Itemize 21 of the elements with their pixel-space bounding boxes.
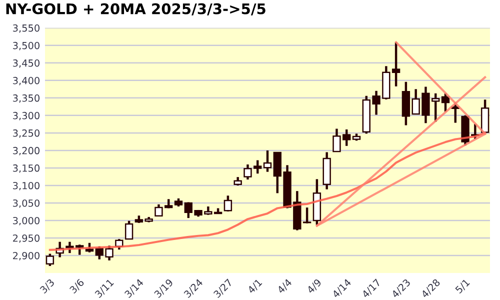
x-tick-label: 3/3 <box>40 278 56 294</box>
y-tick-label: 3,100 <box>13 182 40 190</box>
y-tick-label: 2,900 <box>13 252 40 260</box>
x-tick-label: 4/1 <box>247 278 263 294</box>
x-tick-label: 3/6 <box>69 278 86 294</box>
y-tick-label: 3,450 <box>13 59 40 68</box>
y-tick-label: 3,350 <box>13 94 40 103</box>
y-tick-label: 3,200 <box>13 146 40 156</box>
y-tick-label: 2,950 <box>13 234 40 243</box>
y-tick-label: 3,550 <box>13 24 40 33</box>
x-tick-label: 4/9 <box>306 278 322 294</box>
y-tick-label: 3,300 <box>13 112 40 120</box>
x-tick-label: 4/4 <box>276 278 293 294</box>
y-tick-label: 3,250 <box>13 129 40 138</box>
chart-title: NY-GOLD + 20MA 2025/3/3->5/5 <box>6 3 266 16</box>
y-tick-label: 3,150 <box>13 164 40 173</box>
y-tick-label: 3,050 <box>13 199 40 208</box>
y-tick-label: 3,400 <box>13 76 40 86</box>
x-tick-label: 5/1 <box>454 278 471 294</box>
y-tick-label: 3,500 <box>13 42 40 50</box>
y-tick-label: 3,000 <box>13 216 40 226</box>
